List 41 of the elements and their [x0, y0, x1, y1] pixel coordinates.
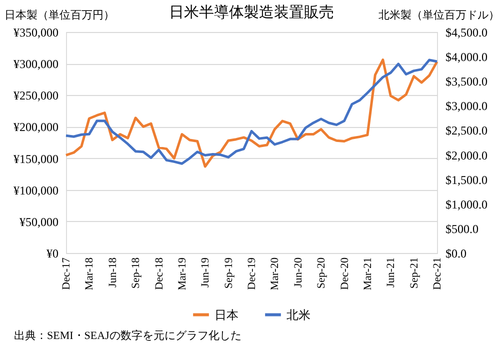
x-tick-label: Dec-18: [153, 257, 166, 290]
y2-tick-label: $3,500.0: [446, 74, 488, 89]
y2-tick-label: $1,500.0: [446, 172, 488, 187]
y2-tick-label: $1,000.0: [446, 197, 488, 212]
x-tick-label: Jun-18: [106, 257, 119, 288]
x-tick-label: Dec-17: [60, 257, 72, 290]
y-axis-title: 日本製（単位百万円）: [4, 8, 114, 22]
x-tick-label: Sep-21: [408, 258, 420, 289]
legend-label: 日本: [214, 308, 238, 322]
y2-tick-label: $4,500.0: [446, 26, 488, 40]
source-note: 出典：SEMI・SEAJの数字を元にグラフ化した: [14, 329, 242, 342]
y-tick-label: ¥0: [46, 246, 58, 260]
y-tick-label: ¥350,000: [14, 26, 58, 40]
y-tick-label: ¥200,000: [14, 120, 58, 134]
x-tick-label: Sep-18: [130, 257, 142, 289]
y2-tick-label: $4,000.0: [446, 50, 488, 64]
x-tick-label: Dec-19: [246, 257, 258, 290]
x-tick-label: Mar-18: [84, 257, 96, 290]
y2-tick-label: $3,000.0: [446, 99, 488, 114]
y2-axis-title: 北米製（単位百万ドル）: [378, 8, 500, 22]
x-tick-label: Jun-21: [385, 258, 398, 288]
y2-tick-label: $2,000.0: [446, 148, 488, 162]
y2-tick-label: $0.0: [446, 246, 466, 260]
x-tick-label: Sep-19: [222, 257, 235, 289]
y2-tick-label: $2,500.0: [446, 124, 488, 138]
x-tick-label: Jun-19: [200, 257, 212, 288]
x-tick-label: Sep-20: [316, 257, 328, 289]
x-tick-label: Jun-20: [292, 257, 304, 288]
chart-title: 日米半導体製造装置販売: [169, 4, 334, 21]
x-tick-label: Mar-19: [176, 257, 188, 290]
y-tick-label: ¥50,000: [20, 214, 58, 229]
x-tick-label: Dec-21: [432, 258, 444, 290]
legend-label: 北米: [286, 308, 310, 322]
x-tick-label: Mar-21: [362, 258, 374, 290]
x-tick-label: Dec-20: [338, 257, 351, 290]
y2-tick-label: $500.0: [446, 222, 478, 236]
y-tick-label: ¥100,000: [14, 183, 58, 198]
y-tick-label: ¥150,000: [14, 152, 58, 166]
y-tick-label: ¥300,000: [14, 57, 58, 72]
x-tick-label: Mar-20: [269, 257, 282, 290]
y-tick-label: ¥250,000: [14, 88, 58, 103]
